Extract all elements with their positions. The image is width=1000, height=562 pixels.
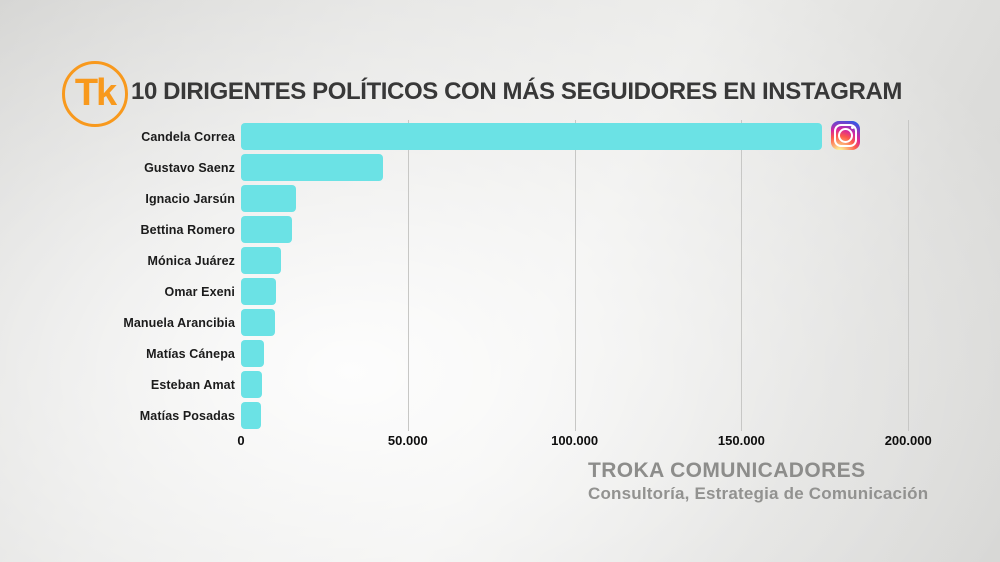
chart-row: Matías Cánepa xyxy=(0,338,1000,369)
bar xyxy=(241,216,292,243)
gridline xyxy=(407,120,409,431)
bar xyxy=(241,402,261,429)
bar-label: Matías Posadas xyxy=(139,408,235,423)
bar-label: Ignacio Jarsún xyxy=(145,191,235,206)
bar xyxy=(241,185,296,212)
instagram-icon-dot xyxy=(850,126,854,129)
chart-row: Esteban Amat xyxy=(0,369,1000,400)
bar-label: Bettina Romero xyxy=(140,222,235,237)
bar-label: Omar Exeni xyxy=(164,284,235,299)
troka-logo: Tk xyxy=(62,61,128,127)
bar-label: Matías Cánepa xyxy=(146,346,235,361)
chart-row: Ignacio Jarsún xyxy=(0,183,1000,214)
instagram-icon-frame xyxy=(833,124,857,147)
logo-text: Tk xyxy=(74,71,117,114)
chart-row: Gustavo Saenz xyxy=(0,152,1000,183)
bar xyxy=(241,340,265,367)
bar xyxy=(241,278,277,305)
chart-row: Candela Correa xyxy=(0,121,1000,152)
bar xyxy=(241,371,262,398)
bar-label: Esteban Amat xyxy=(150,377,235,392)
bar-label: Mónica Juárez xyxy=(147,253,235,268)
bar xyxy=(241,309,276,336)
x-tick-label: 50.000 xyxy=(387,433,428,448)
bar-label: Manuela Arancibia xyxy=(123,315,235,330)
bar xyxy=(241,247,281,274)
x-tick-label: 200.000 xyxy=(884,433,932,448)
bar-label: Gustavo Saenz xyxy=(144,160,235,175)
chart-title: 10 DIRIGENTES POLÍTICOS CON MÁS SEGUIDOR… xyxy=(131,78,902,105)
gridline xyxy=(741,120,743,431)
chart-row: Bettina Romero xyxy=(0,214,1000,245)
gridline xyxy=(908,120,910,431)
x-tick-label: 150.000 xyxy=(717,433,765,448)
bar xyxy=(241,123,822,150)
instagram-icon-lens xyxy=(837,128,853,143)
chart-row: Mónica Juárez xyxy=(0,245,1000,276)
bar xyxy=(241,154,383,181)
chart-row: Omar Exeni xyxy=(0,276,1000,307)
gridline xyxy=(574,120,576,431)
chart-row: Manuela Arancibia xyxy=(0,307,1000,338)
footer: TROKA COMUNICADORES Consultoría, Estrate… xyxy=(588,458,928,504)
bar-label: Candela Correa xyxy=(141,129,235,144)
x-tick-label: 100.000 xyxy=(551,433,599,448)
chart-rows: Candela Correa Gustavo Saenz Ignacio Jarsú… xyxy=(0,121,1000,431)
footer-tagline: Consultoría, Estrategia de Comunicación xyxy=(588,484,929,503)
chart-row: Matías Posadas xyxy=(0,400,1000,431)
footer-company-name: TROKA COMUNICADORES xyxy=(588,459,866,482)
x-tick-label: 0 xyxy=(237,433,245,448)
instagram-icon xyxy=(830,121,860,150)
